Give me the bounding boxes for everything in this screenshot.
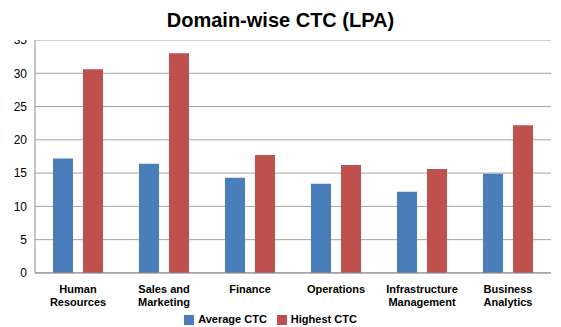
svg-text:15: 15 <box>14 166 28 180</box>
svg-text:InfrastructureManagement: InfrastructureManagement <box>386 283 458 308</box>
svg-text:25: 25 <box>14 100 28 114</box>
svg-text:35: 35 <box>14 40 28 47</box>
svg-text:Operations: Operations <box>307 283 365 295</box>
svg-text:30: 30 <box>14 67 28 81</box>
svg-text:10: 10 <box>14 200 28 214</box>
svg-text:BusinessAnalytics: BusinessAnalytics <box>484 283 533 308</box>
html-text:Domain-wise CTC (LPA): Domain-wise CTC (LPA) <box>166 9 395 31</box>
svg-text:0: 0 <box>20 266 27 280</box>
svg-text:20: 20 <box>14 133 28 147</box>
svg-text:Sales andMarketing: Sales andMarketing <box>138 283 190 308</box>
svg-text:5: 5 <box>20 233 27 247</box>
svg-text:Finance: Finance <box>229 283 271 295</box>
html-text:Highest CTC: Highest CTC <box>290 312 357 325</box>
html-text:Average CTC: Average CTC <box>198 312 267 325</box>
svg-text:HumanResources: HumanResources <box>50 283 106 308</box>
